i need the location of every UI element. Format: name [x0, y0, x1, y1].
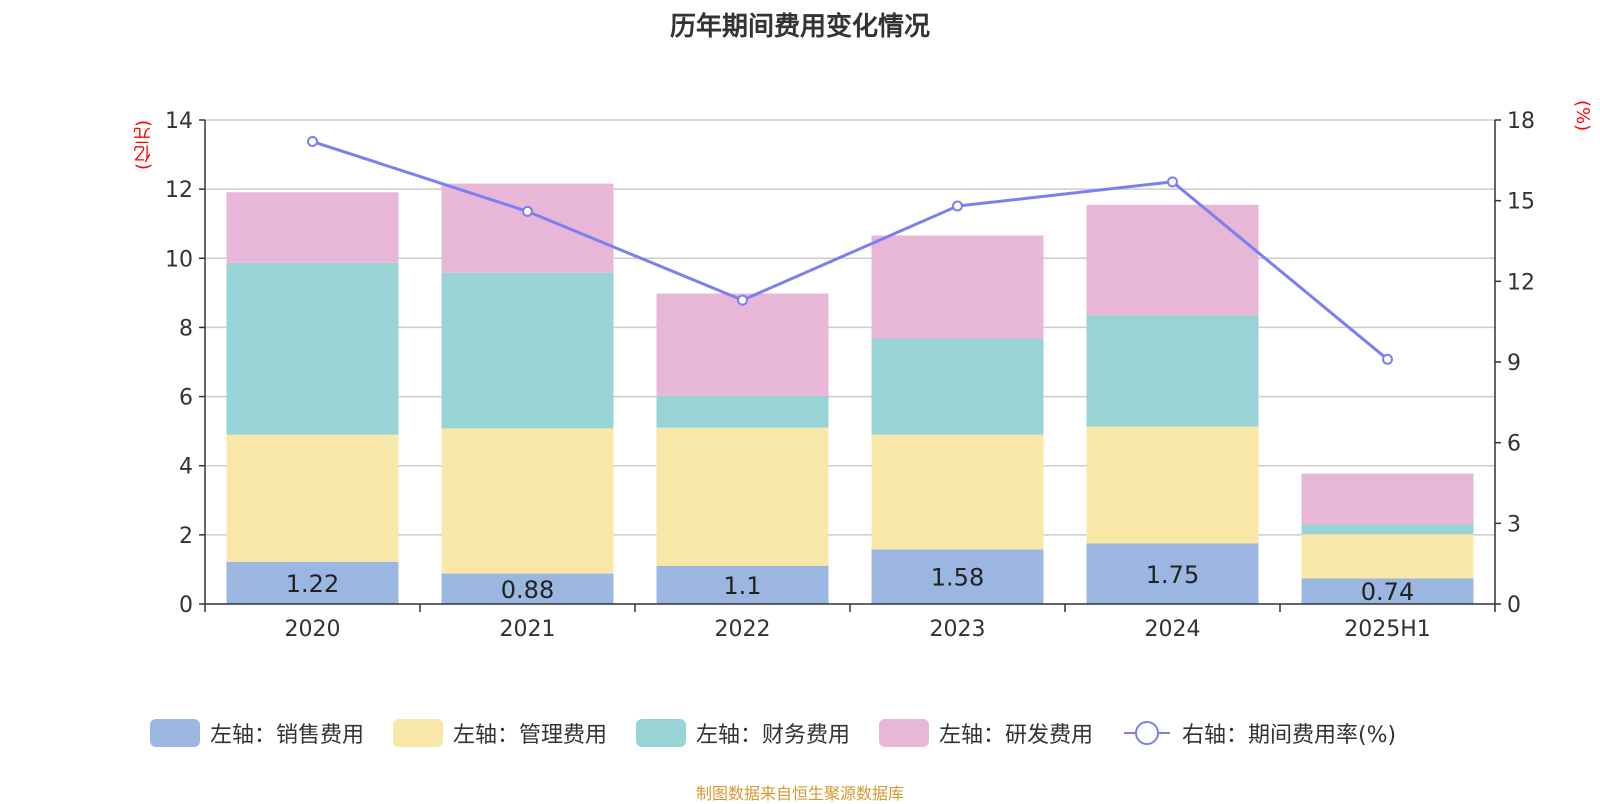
bar-2020-series-0 [226, 561, 399, 604]
right-axis-unit: (%) [1572, 100, 1593, 132]
line-point-2020 [307, 136, 318, 148]
right-tick-label-3: 9 [1507, 351, 1521, 376]
x-tick-label-2024: 2024 [1145, 617, 1201, 642]
bar-2024-series-0 [1086, 543, 1259, 604]
legend-swatch-sales [150, 719, 200, 747]
line-point-2024 [1167, 176, 1178, 188]
data-source-note: 制图数据来自恒生聚源数据库 [695, 784, 904, 803]
left-tick-label-4: 8 [179, 316, 193, 341]
legend-item-finance[interactable]: 左轴：财务费用 [636, 718, 850, 748]
legend-label-expense-ratio: 右轴：期间费用率(%) [1182, 723, 1397, 748]
legend-item-rnd[interactable]: 左轴：研发费用 [879, 718, 1093, 748]
bar-2022-series-0 [656, 565, 829, 604]
right-tick-label-2: 6 [1507, 432, 1521, 457]
bar-2020-series-2 [226, 262, 399, 435]
left-tick-label-7: 14 [165, 109, 193, 134]
line-series-0 [312, 140, 1389, 361]
legend-label-finance: 左轴：财务费用 [696, 723, 851, 748]
data-label-2025H1: 0.74 [1361, 578, 1414, 606]
legend-swatch-finance [636, 719, 686, 747]
bar-2022-series-2 [656, 395, 829, 428]
right-tick-label-6: 18 [1507, 109, 1535, 134]
legend-label-admin: 左轴：管理费用 [453, 723, 608, 748]
data-label-2021: 0.88 [501, 576, 554, 604]
line-marker-icon [1124, 721, 1170, 745]
bar-2023-series-3 [871, 235, 1044, 339]
bar-2022-series-3 [656, 293, 829, 396]
left-tick-label-1: 2 [179, 524, 193, 549]
bar-2024-series-2 [1086, 315, 1259, 427]
line-point-2023 [952, 200, 963, 212]
bar-2025H1-series-2 [1301, 524, 1474, 535]
bar-2021-series-3 [441, 183, 614, 273]
line-point-2022 [737, 294, 748, 306]
bar-2023-series-1 [871, 434, 1044, 550]
x-tick-label-2025H1: 2025H1 [1344, 617, 1431, 642]
bar-2025H1-series-3 [1301, 473, 1474, 525]
legend-item-admin[interactable]: 左轴：管理费用 [393, 718, 607, 748]
legend-label-sales: 左轴：销售费用 [210, 723, 365, 748]
legend-item-sales[interactable]: 左轴：销售费用 [150, 718, 364, 748]
x-tick-label-2020: 2020 [285, 617, 341, 642]
bar-2023-series-0 [871, 549, 1044, 604]
right-tick-label-4: 12 [1507, 270, 1535, 295]
right-tick-label-1: 3 [1507, 512, 1521, 537]
data-label-2022: 1.1 [723, 572, 761, 600]
right-tick-label-5: 15 [1507, 190, 1535, 215]
line-point-2021 [522, 205, 533, 217]
bar-2021-series-0 [441, 573, 614, 604]
bar-2025H1-series-1 [1301, 534, 1474, 579]
bar-2024-series-3 [1086, 204, 1259, 316]
line-point-2025H1 [1382, 353, 1393, 365]
bar-2023-series-2 [871, 338, 1044, 435]
x-tick-label-2021: 2021 [500, 617, 556, 642]
bar-2024-series-1 [1086, 426, 1259, 544]
left-tick-label-5: 10 [165, 247, 193, 272]
bar-2020-series-1 [226, 434, 399, 562]
right-tick-label-0: 0 [1507, 593, 1521, 618]
data-label-2020: 1.22 [286, 570, 339, 598]
left-tick-label-6: 12 [165, 178, 193, 203]
bar-2020-series-3 [226, 192, 399, 263]
left-tick-label-2: 4 [179, 455, 193, 480]
left-tick-label-0: 0 [179, 593, 193, 618]
data-label-2023: 1.58 [931, 564, 984, 592]
x-tick-label-2022: 2022 [715, 617, 771, 642]
legend-swatch-admin [393, 719, 443, 747]
legend-item-expense-ratio[interactable]: 右轴：期间费用率(%) [1122, 718, 1396, 748]
bar-2022-series-1 [656, 427, 829, 566]
data-label-2024: 1.75 [1146, 561, 1199, 589]
x-tick-label-2023: 2023 [930, 617, 986, 642]
bar-2021-series-1 [441, 428, 614, 574]
legend-swatch-rnd [879, 719, 929, 747]
legend-label-rnd: 左轴：研发费用 [939, 723, 1094, 748]
bar-2025H1-series-0 [1301, 578, 1474, 604]
chart-title: 历年期间费用变化情况 [669, 12, 930, 42]
bar-2021-series-2 [441, 272, 614, 429]
left-tick-label-3: 6 [179, 386, 193, 411]
